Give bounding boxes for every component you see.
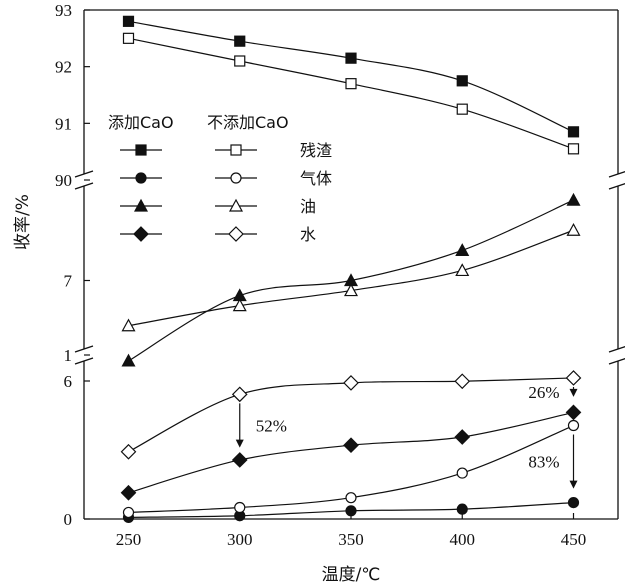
series-gas_without (122, 419, 580, 519)
series-water_without (120, 370, 582, 460)
data-point-residue_with (234, 35, 246, 47)
y-axis-title: 收率/% (13, 194, 33, 250)
data-point-residue_without (345, 78, 357, 90)
annotation-1: 26% (528, 383, 578, 402)
data-point-water_without (454, 373, 471, 390)
y-tick-label: 0 (64, 510, 73, 529)
legend-label: 气体 (300, 169, 332, 188)
annotation-label: 26% (528, 383, 559, 402)
data-point-gas_without (234, 501, 246, 514)
annotation-label: 52% (256, 417, 287, 436)
legend-marker-residue_with (135, 144, 147, 156)
legend-label: 油 (300, 197, 316, 216)
data-point-oil_without (121, 318, 136, 332)
data-point-gas_without (345, 492, 357, 504)
legend-marker-oil_without (228, 198, 244, 212)
legend-marker-water_with (133, 226, 149, 242)
series-oil_with (121, 192, 581, 367)
data-point-oil_without (455, 263, 470, 277)
axis-break-mark (74, 170, 94, 178)
annotation-arrow-head (235, 439, 244, 448)
data-point-oil_with (455, 243, 470, 256)
axes-frame: 0 1 6 7 90 91 92 93 250 300 350 400 450 (55, 1, 625, 549)
data-point-gas_with (567, 497, 580, 509)
annotation-2: 83% (528, 434, 578, 489)
data-point-oil_with (121, 353, 136, 367)
annotation-0: 52% (235, 403, 287, 448)
data-point-residue_with (567, 126, 580, 138)
y-tick-label: 92 (55, 58, 72, 77)
data-point-water_with (454, 429, 471, 445)
legend-marker-gas_with (135, 172, 147, 184)
x-tick-label: 450 (561, 530, 587, 549)
data-point-oil_without (232, 298, 247, 312)
y-tick-label: 93 (55, 1, 72, 20)
legend-marker-oil_with (133, 198, 149, 212)
series-water_with (120, 404, 582, 501)
data-point-oil_with (566, 192, 581, 206)
legend-marker-gas_without (230, 172, 242, 184)
data-point-oil_without (566, 222, 581, 236)
series-residue_with (122, 15, 580, 138)
data-point-gas_without (122, 506, 135, 519)
series-residue_without (122, 32, 580, 155)
data-point-water_without (231, 386, 248, 403)
y-tick-label: 6 (64, 372, 73, 391)
axis-break-mark (608, 345, 625, 353)
data-point-residue_without (234, 55, 246, 67)
data-point-residue_without (122, 32, 135, 44)
annotation-arrow-head (569, 480, 578, 489)
data-point-gas_with (345, 505, 357, 517)
data-point-residue_without (567, 143, 580, 155)
x-axis-title: 温度/℃ (322, 565, 381, 585)
data-point-water_with (120, 484, 137, 501)
y-tick-label: 7 (64, 272, 73, 291)
series-oil_without (121, 222, 581, 332)
data-point-gas_without (567, 419, 580, 432)
data-point-residue_with (456, 75, 468, 87)
data-point-oil_without (343, 283, 359, 297)
axis-break-mark (608, 170, 625, 178)
data-point-water_without (565, 370, 582, 386)
data-point-water_with (343, 437, 359, 454)
data-point-water_without (343, 375, 359, 391)
axis-break-mark (74, 182, 94, 190)
x-tick-label: 300 (227, 530, 253, 549)
series-layer (120, 15, 582, 523)
data-point-residue_with (345, 52, 357, 64)
data-point-water_with (565, 404, 582, 421)
y-tick-label: 1 (64, 346, 73, 365)
y-tick-label: 90 (55, 171, 72, 190)
legend-header-without: 不添加CaO (207, 113, 289, 132)
data-point-water_with (231, 452, 248, 468)
legend-header-with: 添加CaO (108, 113, 174, 132)
x-tick-label: 400 (450, 530, 476, 549)
legend-label: 残渣 (300, 141, 332, 160)
axis-break-mark (608, 182, 625, 190)
legend-marker-residue_without (230, 144, 242, 156)
axis-break-mark (74, 345, 94, 353)
annotation-layer: 52% 26% 83% (235, 383, 578, 489)
axis-break-mark (608, 357, 625, 365)
annotation-arrow-head (569, 388, 578, 397)
data-point-gas_without (456, 467, 468, 479)
y-tick-label: 91 (55, 114, 72, 133)
legend-label: 水 (300, 225, 316, 244)
annotation-label: 83% (528, 453, 559, 472)
x-tick-label: 350 (338, 530, 364, 549)
data-point-residue_without (456, 103, 468, 115)
legend-marker-water_without (228, 226, 244, 242)
data-point-gas_with (456, 503, 468, 515)
data-point-residue_with (122, 15, 135, 27)
x-tick-label: 250 (116, 530, 142, 549)
data-point-water_without (120, 443, 137, 460)
axis-break-mark (74, 357, 94, 365)
series-line-residue_with (128, 20, 574, 133)
